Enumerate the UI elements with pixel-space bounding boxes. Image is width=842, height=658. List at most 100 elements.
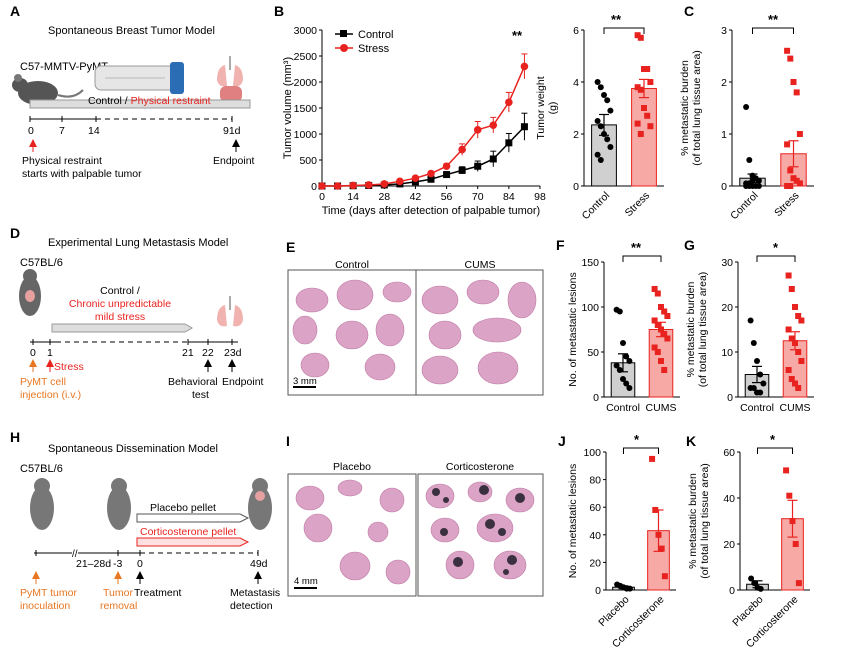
significance-bracket <box>757 447 793 454</box>
x-tick-label: 70 <box>472 191 484 203</box>
data-point <box>784 183 791 189</box>
data-point <box>520 62 529 71</box>
cort-label: Corticosterone pellet <box>140 526 236 538</box>
data-point <box>594 79 601 85</box>
x-tick-label: Stress <box>772 190 802 220</box>
data-point <box>649 455 656 462</box>
data-point <box>443 171 451 179</box>
injection-label: injection (i.v.) <box>20 389 81 401</box>
y-tick-label: 20 <box>589 557 601 569</box>
timeline-bar <box>29 99 251 109</box>
data-point <box>658 326 664 333</box>
data-point <box>644 66 651 72</box>
data-point <box>623 380 630 387</box>
data-point <box>792 340 798 346</box>
data-point <box>790 175 797 182</box>
data-point <box>637 34 644 41</box>
data-point <box>795 580 802 587</box>
data-point <box>658 545 665 552</box>
panel-letter-a: A <box>10 3 20 19</box>
y-tick-label: 2500 <box>294 51 318 63</box>
lung-sections-placebo <box>295 479 411 585</box>
data-point <box>634 84 641 91</box>
behavioral-label: Behavioral <box>168 376 218 388</box>
lung-sections-cort <box>425 481 535 580</box>
tumor-volume-line-chart: 0 14 28 42 56 70 84 98 0 500 1000 1500 2000 2500 3000 T… <box>282 25 546 217</box>
scale-label: 4 mm <box>294 576 318 587</box>
burden-chart-k: 0 20 40 60 % metastatic burden (of total lung… <box>687 447 810 650</box>
y-tick-label: 3 <box>721 25 727 37</box>
data-point <box>792 541 799 547</box>
data-point <box>747 317 754 324</box>
lesions-chart-j: 0 20 40 60 80 100 No. of metastatic lesions Pla… <box>567 447 676 650</box>
panel-letter-b: B <box>274 3 284 19</box>
burden-chart-g: 0 10 20 30 % metastatic burden (of total lung… <box>685 255 814 414</box>
data-point <box>427 175 435 183</box>
data-point <box>746 183 753 189</box>
y-tick-label: 150 <box>581 257 599 269</box>
data-point <box>743 103 750 110</box>
endpoint-label: Endpoint <box>222 376 264 388</box>
x-tick-label: Control <box>580 190 612 222</box>
data-point <box>620 376 626 382</box>
data-point <box>607 107 614 114</box>
y-axis-label: No. of metastatic lesions <box>567 272 579 386</box>
stress-label: Stress <box>54 361 84 373</box>
data-point <box>789 518 796 524</box>
data-point <box>792 380 798 387</box>
data-point <box>604 97 611 104</box>
y-axis-label: % metastatic burden <box>679 60 691 156</box>
data-point <box>505 98 513 107</box>
data-point <box>658 304 664 310</box>
data-point <box>594 151 601 158</box>
x-tick-label: 56 <box>441 191 453 203</box>
data-point <box>620 340 626 346</box>
data-point <box>458 166 466 174</box>
x-tick-label: Placebo <box>596 594 631 629</box>
data-point <box>651 344 658 351</box>
data-point <box>505 139 513 147</box>
data-point <box>607 144 614 150</box>
y-tick-label: 6 <box>573 25 579 37</box>
data-point <box>787 183 794 189</box>
y-tick-label: 2 <box>573 129 579 141</box>
data-point <box>749 177 756 184</box>
data-point <box>787 167 794 174</box>
data-point <box>333 182 342 190</box>
data-point <box>652 506 659 513</box>
x-tick-label: Control <box>740 402 774 414</box>
data-point <box>597 123 604 130</box>
data-point <box>795 385 802 391</box>
data-point <box>634 32 641 39</box>
data-point <box>458 145 466 154</box>
data-point <box>787 55 794 62</box>
mouse-illustration <box>19 269 41 316</box>
inoculation-label: PyMT tumor <box>20 587 77 599</box>
significance-marker: ** <box>631 240 642 255</box>
y-axis-label: Tumor volume (mm³) <box>282 57 294 159</box>
data-point <box>746 157 753 163</box>
data-point <box>634 120 641 127</box>
image-label: Corticosterone <box>446 461 514 473</box>
significance-bracket <box>622 255 662 262</box>
y-tick-label: 60 <box>723 447 735 459</box>
y-tick-label: 0 <box>727 392 733 404</box>
data-point <box>750 340 757 346</box>
tick-label: 22 <box>202 347 214 359</box>
y-tick-label: 0 <box>593 392 599 404</box>
y-tick-label: 0 <box>721 181 727 193</box>
significance-marker: * <box>634 432 640 447</box>
panel-letter-c: C <box>684 3 694 19</box>
data-point <box>597 84 604 91</box>
data-point <box>626 358 633 364</box>
y-tick-label: 1 <box>721 129 727 141</box>
tick-label: 21 <box>182 347 194 359</box>
panel-letter-i: I <box>286 433 290 449</box>
data-point <box>788 286 795 292</box>
panel-a-title: Spontaneous Breast Tumor Model <box>48 25 215 37</box>
y-tick-label: 50 <box>587 347 599 359</box>
data-point <box>489 121 498 129</box>
y-tick-label: 0 <box>729 585 735 597</box>
x-tick-label: 28 <box>378 191 390 203</box>
